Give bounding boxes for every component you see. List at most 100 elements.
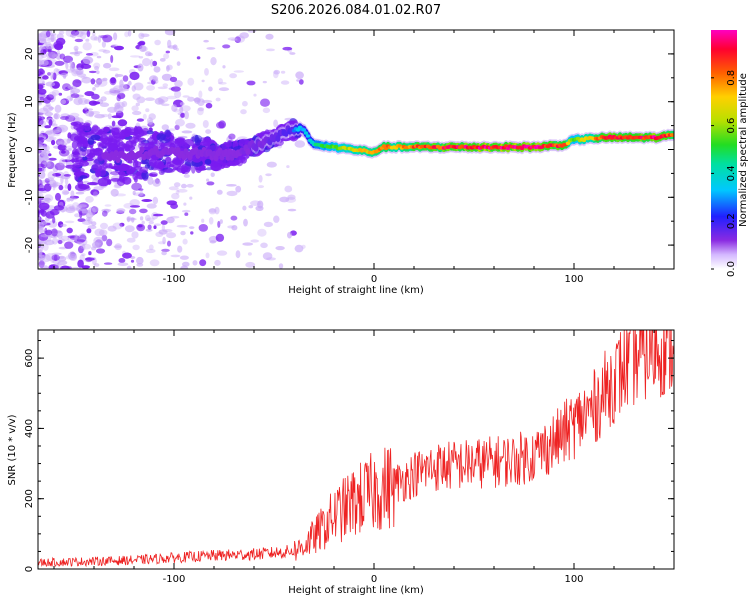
spectrogram-noise-blob bbox=[62, 191, 70, 195]
spectrogram-noise-blob bbox=[58, 30, 65, 35]
spectrogram-noise-blob bbox=[273, 215, 280, 223]
spectrogram-noise-blob bbox=[210, 57, 217, 66]
spectrogram-noise-blob bbox=[104, 204, 112, 207]
spectrogram-ridge-blob bbox=[158, 169, 165, 175]
snr-y-tick-label: 200 bbox=[24, 489, 35, 508]
spectrogram-noise-blob bbox=[273, 69, 281, 75]
spectrogram-noise-blob bbox=[48, 119, 53, 126]
spectrogram-noise-blob bbox=[38, 249, 43, 258]
spectrogram-noise-blob bbox=[287, 194, 296, 200]
spectrogram-noise-blob bbox=[65, 220, 75, 224]
spectrogram-noise-blob bbox=[183, 202, 187, 206]
spectrogram-ridge-blob bbox=[121, 129, 129, 134]
spectrogram-noise-blob bbox=[130, 55, 141, 58]
spectrogram-noise-blob bbox=[87, 225, 97, 230]
spectrogram-noise-blob bbox=[85, 53, 94, 56]
spectrogram-noise-blob bbox=[152, 213, 164, 217]
spectrogram-noise-blob bbox=[197, 107, 205, 112]
spectrogram-noise-blob bbox=[46, 38, 57, 42]
spectrogram-noise-blob bbox=[126, 216, 131, 223]
spectrogram-noise-blob bbox=[46, 177, 55, 182]
spectrogram-noise-blob bbox=[227, 225, 235, 229]
spectrogram-noise-blob bbox=[128, 80, 132, 86]
spectrogram-noise-blob bbox=[40, 48, 47, 55]
spectrogram-noise-blob bbox=[39, 38, 47, 44]
spectrogram-noise-blob bbox=[94, 65, 100, 71]
spectrogram-ridge-blob bbox=[124, 148, 131, 152]
snr-frame bbox=[37, 329, 675, 570]
spectrogram-ridge-blob bbox=[113, 165, 124, 170]
spectrogram-ridge-cell bbox=[139, 146, 145, 154]
spectrogram-noise-blob bbox=[38, 254, 46, 261]
spectrogram-noise-blob bbox=[57, 239, 63, 245]
spectrogram-noise-blob bbox=[183, 174, 190, 178]
spectrogram-noise-blob bbox=[38, 241, 42, 247]
spectrogram-noise-blob bbox=[140, 33, 150, 38]
spectrogram-noise-blob bbox=[96, 70, 100, 75]
spectrogram-noise-blob bbox=[230, 38, 238, 41]
spectrogram-ridge-blob bbox=[89, 148, 100, 156]
spectrogram-noise-blob bbox=[266, 48, 275, 52]
spectrogram-ridge-blob bbox=[146, 130, 154, 135]
spectrogram-noise-blob bbox=[208, 86, 213, 92]
spectrogram-noise-blob bbox=[166, 65, 170, 72]
spectrogram-noise-blob bbox=[54, 60, 65, 66]
spectrogram-noise-blob bbox=[158, 229, 168, 235]
snr-x-tick-label: 0 bbox=[371, 574, 377, 585]
spectrogram-noise-blob bbox=[219, 219, 223, 224]
spectrogram-noise-blob bbox=[287, 208, 297, 212]
spectrogram-ridge-blob bbox=[128, 136, 140, 144]
spectrogram-noise-blob bbox=[77, 97, 88, 105]
spectrogram-ridge-blob bbox=[71, 167, 82, 172]
spectrogram-ridge-blob bbox=[84, 123, 91, 132]
spectrogram-noise-blob bbox=[92, 101, 101, 105]
spectrogram-noise-blob bbox=[257, 185, 264, 189]
spectrogram-noise-blob bbox=[38, 48, 44, 54]
spectrogram-noise-blob bbox=[50, 33, 55, 43]
spectrogram-noise-blob bbox=[66, 227, 73, 234]
spectrogram-noise-blob bbox=[38, 39, 41, 46]
spectrogram-noise-blob bbox=[51, 89, 60, 96]
spectrogram-noise-blob bbox=[138, 188, 144, 191]
spectrogram-ridge-blob bbox=[79, 145, 87, 152]
spectrogram-noise-blob bbox=[38, 77, 45, 85]
spectrogram-noise-blob bbox=[175, 118, 185, 127]
spectrogram-noise-blob bbox=[46, 51, 57, 59]
spectrogram-noise-blob bbox=[161, 103, 170, 107]
colorbar-tick-label: 0.2 bbox=[726, 213, 737, 229]
spectrogram-y-axis-label: Frequency (Hz) bbox=[7, 112, 18, 188]
spectrogram-noise-blob bbox=[108, 87, 120, 96]
spectrogram-noise-blob bbox=[38, 163, 45, 168]
spectrogram-noise-blob bbox=[295, 71, 304, 80]
spectrogram-ridge-blob bbox=[72, 152, 79, 158]
snr-x-tick-label: 100 bbox=[564, 574, 583, 585]
spectrogram-noise-blob bbox=[119, 222, 125, 227]
spectrogram-noise-blob bbox=[45, 229, 53, 236]
spectrogram-ridge-blob bbox=[138, 130, 148, 136]
spectrogram-noise-blob bbox=[50, 264, 54, 269]
spectrogram-noise-blob bbox=[166, 95, 177, 100]
snr-y-tick-label: 600 bbox=[24, 349, 35, 368]
spectrogram-noise-blob bbox=[43, 97, 51, 104]
spectrogram-ridge-blob bbox=[92, 124, 99, 132]
spectrogram-noise-blob bbox=[168, 186, 179, 191]
spectrogram-ridge-cell bbox=[275, 135, 281, 142]
snr-ticks: -100 0 100 0 200 400 600 bbox=[24, 330, 674, 585]
spectrogram-x-axis-label: Height of straight line (km) bbox=[288, 285, 424, 296]
snr-y-axis-label: SNR (10 * v/v) bbox=[7, 414, 18, 485]
spectrogram-noise-blob bbox=[38, 102, 42, 106]
spectrogram-noise-blob bbox=[42, 161, 52, 168]
spectrogram-ridge-blob bbox=[72, 164, 81, 168]
spectrogram-noise-blob bbox=[196, 56, 201, 60]
spectrogram-noise-blob bbox=[74, 213, 81, 218]
spectrogram-noise-blob bbox=[180, 265, 189, 269]
spectrogram-noise-blob bbox=[192, 260, 198, 266]
spectrogram-noise-blob bbox=[215, 97, 221, 102]
spectrogram-noise-blob bbox=[54, 104, 62, 113]
spectrogram-noise-blob bbox=[82, 42, 92, 51]
spectrogram-noise-blob bbox=[176, 188, 188, 193]
spectrogram-noise-blob bbox=[216, 121, 225, 129]
spectrogram-noise-blob bbox=[226, 190, 238, 197]
spectrogram-noise-blob bbox=[204, 68, 209, 76]
spectrogram-noise-blob bbox=[166, 232, 177, 239]
